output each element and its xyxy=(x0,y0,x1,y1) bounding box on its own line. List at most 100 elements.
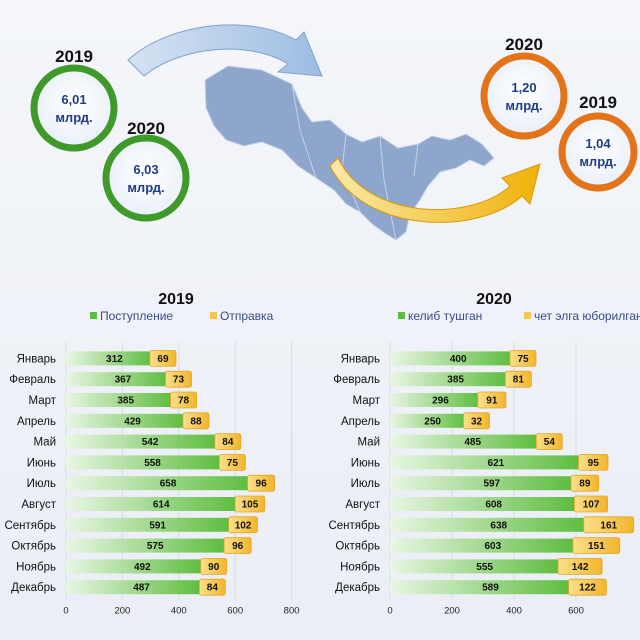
bar-outgoing-label: 151 xyxy=(588,541,605,552)
import-2019-year: 2019 xyxy=(55,47,93,66)
bar-incoming-label: 597 xyxy=(483,479,500,490)
legend-label: келиб тушган xyxy=(408,309,482,323)
export-2019-unit: млрд. xyxy=(579,154,616,169)
export-2019-year: 2019 xyxy=(579,93,617,112)
import-2020-circle: 2020 6,03 млрд. xyxy=(102,119,190,222)
bar-outgoing xyxy=(583,516,635,534)
bar-incoming xyxy=(390,538,577,553)
export-2019-value: 1,04 xyxy=(585,136,611,151)
bar-incoming xyxy=(390,413,468,428)
category-label: Сентябрь xyxy=(4,520,56,532)
legend-swatch xyxy=(210,312,217,319)
bar-outgoing xyxy=(572,537,621,554)
legend-label: чет элга юборилган xyxy=(534,309,640,323)
category-label: Апрель xyxy=(341,416,380,428)
bar-outgoing xyxy=(165,370,192,388)
bar-outgoing-label: 89 xyxy=(579,479,591,490)
bar-outgoing-label: 91 xyxy=(486,396,498,407)
bar-outgoing-label: 107 xyxy=(583,500,600,511)
bar-outgoing-label: 96 xyxy=(232,541,244,552)
bar-outgoing xyxy=(568,578,607,596)
bar-incoming-label: 591 xyxy=(149,520,166,531)
bar-incoming-label: 575 xyxy=(147,541,164,552)
bar-incoming-label: 658 xyxy=(160,479,177,490)
bar-outgoing-label: 122 xyxy=(579,583,596,594)
bar-outgoing xyxy=(535,433,563,451)
bar-incoming xyxy=(66,434,219,449)
bar-outgoing xyxy=(578,453,609,471)
bar-outgoing-label: 75 xyxy=(227,458,239,469)
x-tick-label: 0 xyxy=(387,606,392,617)
bar-incoming xyxy=(390,559,563,574)
bar-outgoing xyxy=(504,370,532,388)
bar-incoming-label: 367 xyxy=(115,375,132,386)
legend-label: Поступление xyxy=(100,309,173,323)
category-label: Июль xyxy=(27,478,56,490)
bar-incoming-label: 487 xyxy=(133,583,150,594)
bar-outgoing-label: 90 xyxy=(208,562,220,573)
bar-incoming-label: 429 xyxy=(124,416,141,427)
export-2019-circle: 2019 1,04 млрд. xyxy=(558,93,638,192)
import-2019-circle: 2019 6,01 млрд. xyxy=(30,47,118,152)
bar-incoming-label: 638 xyxy=(490,520,507,531)
bar-incoming xyxy=(390,517,588,532)
category-label: Май xyxy=(33,437,56,449)
category-label: Октябрь xyxy=(11,541,56,553)
bar-outgoing-label: 96 xyxy=(256,479,268,490)
bar-incoming-label: 621 xyxy=(488,458,505,469)
legend-swatch xyxy=(524,312,531,319)
category-label: Ноябрь xyxy=(16,561,56,573)
bar-incoming xyxy=(390,434,541,449)
bar-incoming-label: 542 xyxy=(142,437,159,448)
bar-outgoing xyxy=(228,516,258,534)
bar-outgoing-label: 32 xyxy=(471,416,483,427)
category-label: Июль xyxy=(351,478,380,490)
x-tick-label: 0 xyxy=(63,606,68,617)
category-label: Январь xyxy=(341,353,380,365)
bar-incoming xyxy=(66,538,229,553)
bar-outgoing xyxy=(463,412,490,430)
bar-outgoing-label: 69 xyxy=(157,354,169,365)
x-tick-label: 400 xyxy=(506,606,522,617)
bar-outgoing-label: 95 xyxy=(588,458,600,469)
bar-incoming xyxy=(66,497,240,511)
bar-outgoing-label: 88 xyxy=(190,416,202,427)
chart-title: 2020 xyxy=(476,291,512,308)
import-2020-year: 2020 xyxy=(127,119,165,138)
bar-incoming-label: 492 xyxy=(134,562,151,573)
bar-incoming xyxy=(66,372,170,387)
category-label: Январь xyxy=(17,353,56,365)
bar-outgoing-label: 161 xyxy=(600,520,617,531)
import-2019-value: 6,01 xyxy=(61,92,86,107)
export-2020-unit: млрд. xyxy=(505,98,542,113)
bar-incoming-label: 400 xyxy=(450,354,467,365)
bar-incoming-label: 312 xyxy=(106,354,123,365)
bar-outgoing-label: 142 xyxy=(572,562,589,573)
bar-outgoing-label: 75 xyxy=(517,354,529,365)
bar-outgoing xyxy=(247,474,276,492)
category-label: Июнь xyxy=(27,457,56,469)
bar-outgoing-label: 54 xyxy=(544,437,556,448)
bar-incoming xyxy=(390,476,576,491)
green-ring xyxy=(102,134,190,222)
category-label: Апрель xyxy=(17,416,56,428)
bar-incoming xyxy=(390,372,510,387)
bar-outgoing-label: 81 xyxy=(513,375,525,386)
orange-ring xyxy=(480,52,568,140)
bar-incoming xyxy=(66,393,175,407)
bar-outgoing-label: 102 xyxy=(235,520,252,531)
x-tick-label: 200 xyxy=(444,606,460,617)
bar-incoming-label: 608 xyxy=(485,500,502,511)
bar-incoming-label: 250 xyxy=(424,416,441,427)
bar-incoming xyxy=(66,559,205,574)
bar-outgoing-label: 84 xyxy=(207,583,219,594)
bar-outgoing xyxy=(200,558,228,575)
bar-incoming xyxy=(66,455,224,470)
category-label: Август xyxy=(21,499,56,511)
category-label: Ноябрь xyxy=(340,561,380,573)
category-label: Декабрь xyxy=(11,582,56,594)
x-tick-label: 600 xyxy=(568,606,584,617)
export-2020-value: 1,20 xyxy=(511,80,536,95)
bar-incoming xyxy=(390,393,482,407)
